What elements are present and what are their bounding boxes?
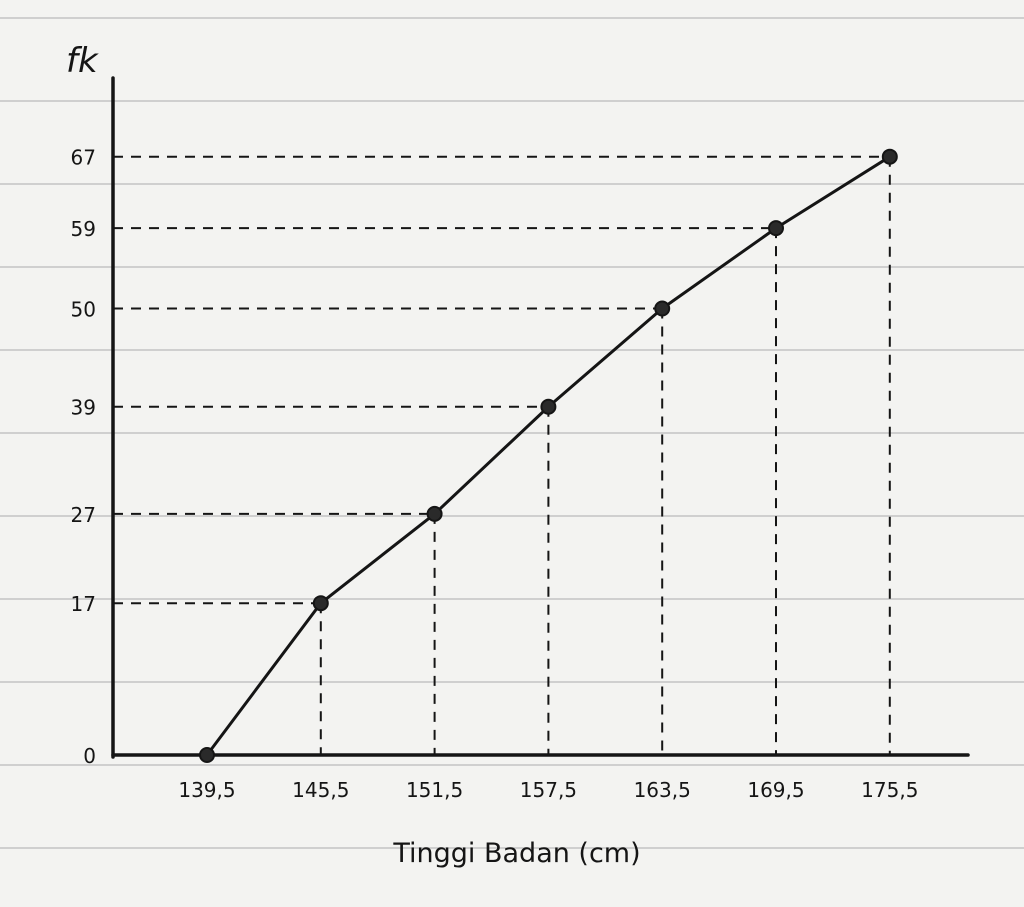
x-tick-label: 169,5 (747, 778, 804, 802)
x-tick-label: 157,5 (520, 778, 577, 802)
data-point (426, 505, 443, 522)
data-point (199, 747, 215, 763)
y-tick-label: 59 (71, 217, 96, 241)
x-tick-label: 175,5 (861, 778, 918, 802)
data-point (768, 220, 784, 237)
data-point (654, 300, 671, 317)
y-tick-label: 50 (71, 298, 96, 322)
x-tick-label: 151,5 (406, 778, 463, 802)
y-axis-label: fk (66, 41, 99, 81)
data-point (540, 398, 557, 415)
y-tick-label: 17 (71, 592, 96, 616)
paper-rule-lines (0, 17, 1024, 849)
axes (111, 76, 970, 759)
data-point (881, 148, 898, 165)
data-point (312, 595, 329, 612)
tick-labels: 139,5 145,5 151,5 157,5 163,5 169,5 175,5 0 17 27… (71, 146, 919, 802)
x-tick-label: 139,5 (178, 778, 235, 802)
y-tick-label: 39 (71, 396, 96, 420)
series-group (199, 148, 898, 763)
y-tick-label: 67 (71, 146, 96, 170)
x-tick-label: 163,5 (634, 778, 691, 802)
x-tick-label: 145,5 (292, 778, 349, 802)
dashed-guide-lines (113, 155, 891, 755)
y-tick-label: 27 (71, 503, 96, 527)
y-tick-label: 0 (83, 744, 96, 768)
x-axis-label: Tinggi Badan (cm) (392, 838, 640, 869)
